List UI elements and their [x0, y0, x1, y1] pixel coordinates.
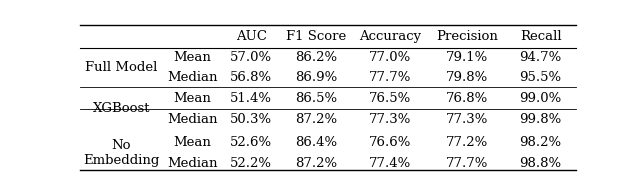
Text: 57.0%: 57.0%: [230, 50, 272, 64]
Text: Median: Median: [167, 71, 218, 84]
Text: Mean: Mean: [173, 136, 211, 149]
Text: F1 Score: F1 Score: [286, 30, 346, 43]
Text: 51.4%: 51.4%: [230, 92, 272, 105]
Text: 99.8%: 99.8%: [520, 113, 562, 126]
Text: 77.7%: 77.7%: [445, 157, 488, 170]
Text: No
Embedding: No Embedding: [83, 139, 159, 167]
Text: Full Model: Full Model: [85, 61, 157, 74]
Text: 87.2%: 87.2%: [295, 113, 337, 126]
Text: 76.6%: 76.6%: [369, 136, 411, 149]
Text: 76.8%: 76.8%: [445, 92, 488, 105]
Text: Recall: Recall: [520, 30, 561, 43]
Text: 77.4%: 77.4%: [369, 157, 411, 170]
Text: 86.4%: 86.4%: [295, 136, 337, 149]
Text: 56.8%: 56.8%: [230, 71, 272, 84]
Text: XGBoost: XGBoost: [93, 102, 150, 115]
Text: 98.8%: 98.8%: [520, 157, 562, 170]
Text: Median: Median: [167, 157, 218, 170]
Text: Mean: Mean: [173, 50, 211, 64]
Text: Precision: Precision: [436, 30, 498, 43]
Text: 77.3%: 77.3%: [445, 113, 488, 126]
Text: Accuracy: Accuracy: [359, 30, 421, 43]
Text: 79.8%: 79.8%: [445, 71, 488, 84]
Text: 77.0%: 77.0%: [369, 50, 411, 64]
Text: 77.7%: 77.7%: [369, 71, 411, 84]
Text: 52.2%: 52.2%: [230, 157, 272, 170]
Text: 86.9%: 86.9%: [295, 71, 337, 84]
Text: 86.5%: 86.5%: [295, 92, 337, 105]
Text: 99.0%: 99.0%: [520, 92, 562, 105]
Text: 76.5%: 76.5%: [369, 92, 411, 105]
Text: 94.7%: 94.7%: [520, 50, 562, 64]
Text: 95.5%: 95.5%: [520, 71, 562, 84]
Text: Mean: Mean: [173, 92, 211, 105]
Text: 98.2%: 98.2%: [520, 136, 562, 149]
Text: AUC: AUC: [236, 30, 267, 43]
Text: 77.2%: 77.2%: [445, 136, 488, 149]
Text: 86.2%: 86.2%: [295, 50, 337, 64]
Text: 77.3%: 77.3%: [369, 113, 411, 126]
Text: 79.1%: 79.1%: [445, 50, 488, 64]
Text: 52.6%: 52.6%: [230, 136, 272, 149]
Text: 50.3%: 50.3%: [230, 113, 272, 126]
Text: Median: Median: [167, 113, 218, 126]
Text: 87.2%: 87.2%: [295, 157, 337, 170]
